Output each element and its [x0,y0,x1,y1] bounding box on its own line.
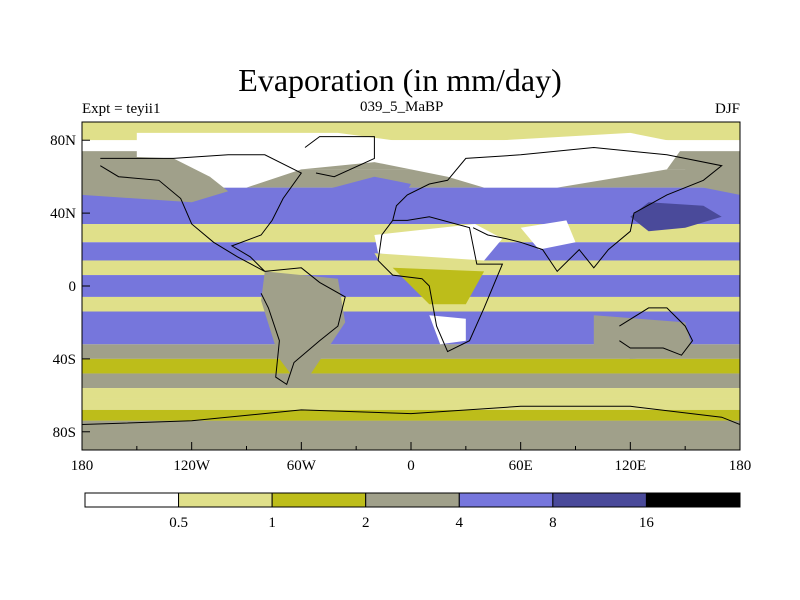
x-tick-label-0: 180 [71,458,94,474]
greenland-coast [304,136,375,178]
lat-band-11 [82,344,740,359]
australia-coast [619,307,694,356]
south-america-grey [261,271,346,388]
colorbar-swatch-5 [552,492,647,508]
colorbar: 0.5 1 2 4 8 16 [84,492,741,531]
north-atlantic-blue [301,176,411,221]
lat-band-13 [82,373,740,389]
congo-green [392,267,485,305]
x-tick-label-2: 60W [287,458,317,474]
kalahari-white [429,315,466,345]
eurasia-africa-coast [377,146,723,353]
colorbar-label-2: 2 [362,515,370,531]
y-tick-label-1: 40N [50,206,76,222]
colorbar-label-4: 8 [549,515,557,531]
experiment-label: Expt = teyii1 [82,101,161,117]
map-fill-layer [82,122,740,450]
south-america-coast [260,267,346,386]
colorbar-swatch-3 [365,492,460,508]
x-tick-label-4: 60E [509,458,533,474]
map-field [82,122,740,450]
australia-grey [593,315,695,359]
x-tick-label-3: 0 [407,458,415,474]
colorbar-swatch-4 [458,492,554,508]
y-tick-label-4: 80S [53,425,76,441]
colorbar-label-3: 4 [456,515,464,531]
colorbar-swatch-2 [271,492,367,508]
india-white [520,220,576,250]
lat-band-12 [82,358,740,374]
antarctica-coast [82,405,740,425]
x-tick-label-6: 180 [729,458,752,474]
colorbar-swatch-0 [84,492,180,508]
x-tick-label-1: 120W [173,458,211,474]
north-polar-white [136,132,686,188]
chart-title: Evaporation (in mm/day) [238,62,562,98]
x-tick-label-5: 120E [614,458,646,474]
east-siberia-grey [685,158,740,195]
north-pacific-grey [82,154,229,203]
y-tick-label-0: 80N [50,133,76,149]
lat-band-15 [82,398,740,410]
antarctica-grey [82,420,740,450]
kuroshio-high [630,202,722,232]
colorbar-label-0: 0.5 [169,515,188,531]
period-label: 039_5_MaBP [360,99,444,115]
north-america-coast [100,154,303,272]
colorbar-label-1: 1 [268,515,276,531]
season-label: DJF [714,101,740,117]
y-tick-label-2: 0 [69,279,77,295]
colorbar-swatch-6 [645,492,741,508]
colorbar-label-5: 16 [639,515,655,531]
y-tick-label-3: 40S [53,352,76,368]
colorbar-swatch-1 [178,492,273,508]
lat-band-14 [82,388,740,399]
lat-band-9 [82,296,740,312]
map-axes: 180 120W 60W 0 60E 120E 180 80N 40N 0 40S 80S [50,121,752,474]
lat-band-16 [82,409,740,421]
